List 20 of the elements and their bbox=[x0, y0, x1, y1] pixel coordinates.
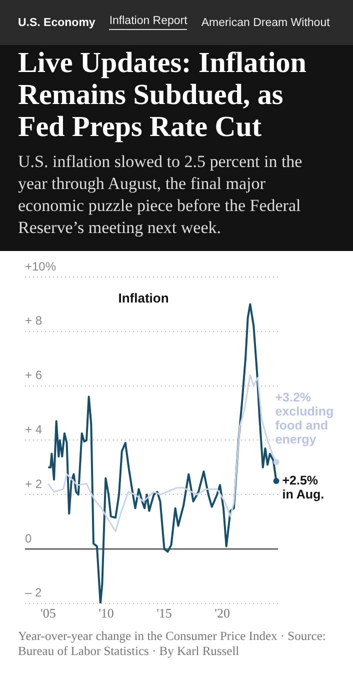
x-tick-label: '05 bbox=[40, 606, 56, 621]
y-tick-label: + 2 bbox=[25, 476, 42, 491]
chart-subtitle: U.S. inflation slowed to 2.5 percent in the year through August, the final major economic puzzle piece before the Federal Reserve’s meeting next week. bbox=[18, 151, 304, 239]
text: U.S. Economy bbox=[18, 16, 96, 28]
x-tick-label: '15 bbox=[156, 606, 172, 621]
y-tick-label: + 8 bbox=[25, 314, 42, 328]
text: Inflation Report bbox=[109, 15, 188, 30]
y-tick-label: 0 bbox=[25, 531, 32, 546]
text: Year-over-year change in the Consumer Price Index · Source: Bureau of Labor Statistics · By Karl Russell bbox=[17, 628, 327, 659]
x-tick-label: '10 bbox=[98, 606, 114, 621]
x-tick-label: '20 bbox=[214, 606, 230, 621]
y-tick-label: + 6 bbox=[25, 368, 42, 382]
y-tick-label: – 2 bbox=[25, 586, 42, 600]
text: American Dream Without bbox=[201, 16, 330, 28]
annotation: Inflation bbox=[118, 290, 169, 306]
y-tick-label: +10% bbox=[25, 259, 56, 274]
chart-title: Live Updates: Inflation Remains Subdued, as Fed Preps Rate Cut bbox=[18, 47, 308, 143]
y-tick-label: + 4 bbox=[25, 422, 42, 437]
annotation: +3.2% excluding food and energy bbox=[275, 390, 334, 447]
annotation: +2.5% in Aug. bbox=[282, 474, 324, 502]
